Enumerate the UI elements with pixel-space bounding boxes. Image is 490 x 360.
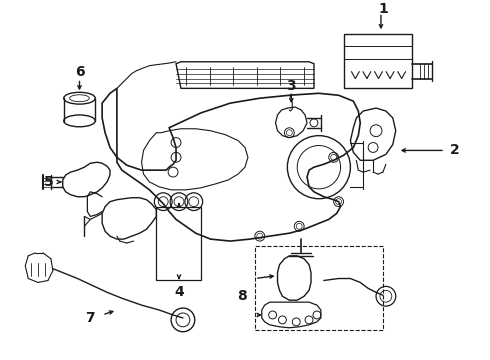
Bar [156, 207, 201, 280]
Text: 2: 2 [450, 143, 460, 157]
Text: 1: 1 [378, 1, 388, 15]
Text: 5: 5 [44, 175, 54, 189]
Bar [343, 34, 413, 88]
Text: 6: 6 [74, 64, 84, 78]
Text: 4: 4 [174, 285, 184, 299]
Text: 3: 3 [287, 80, 296, 93]
Bar [255, 246, 383, 330]
Text: 7: 7 [85, 311, 95, 325]
Text: 8: 8 [237, 289, 247, 303]
